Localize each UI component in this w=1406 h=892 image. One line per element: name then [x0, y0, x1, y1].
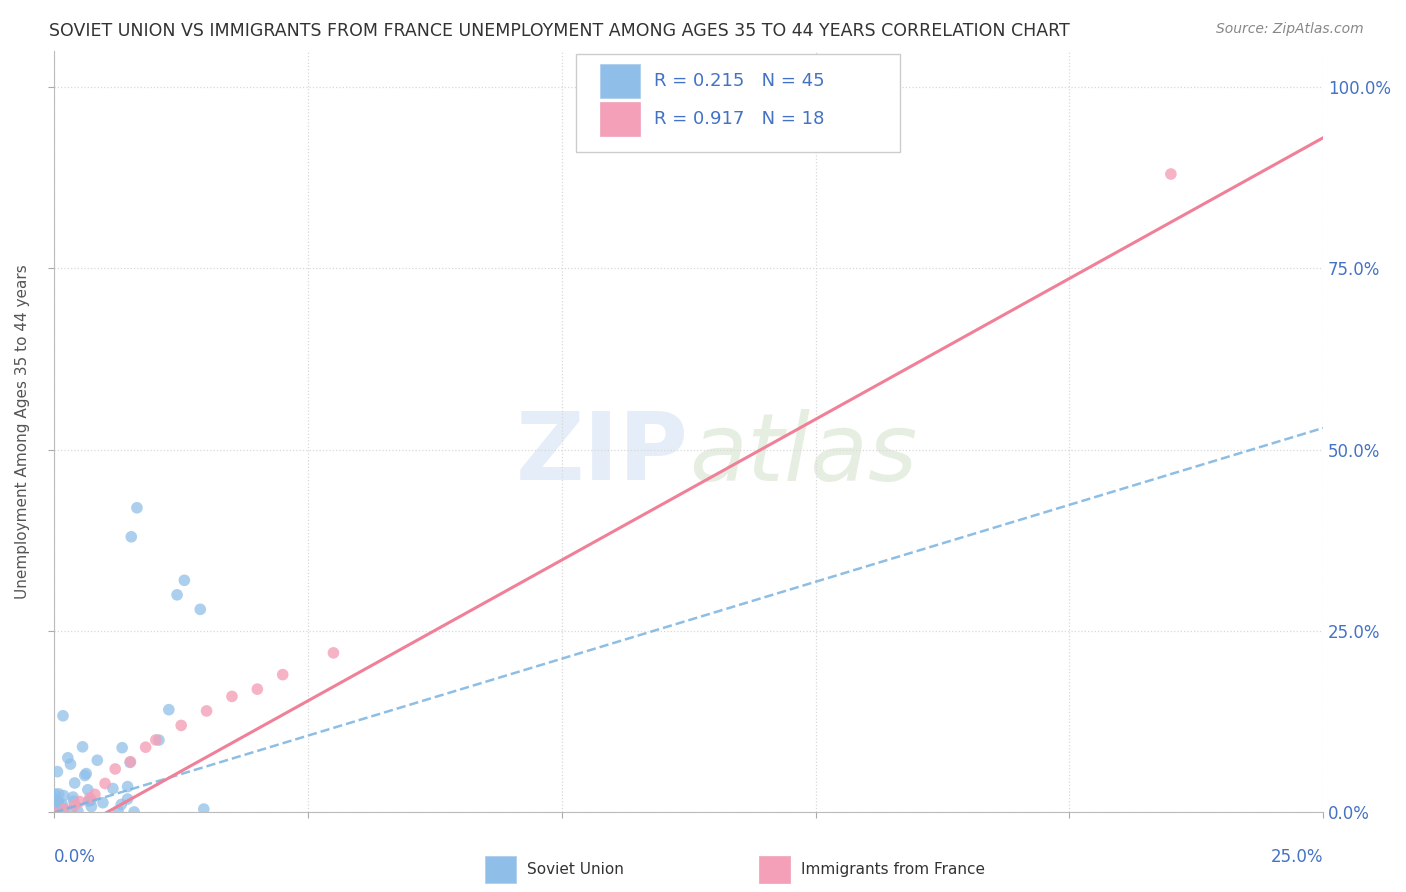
- Point: [63, 798, 86, 813]
- Text: 25.0%: 25.0%: [1271, 848, 1323, 866]
- Point: [86, 753, 108, 767]
- Point: [135, 740, 157, 755]
- Point: [122, 805, 145, 819]
- Point: [66, 805, 89, 819]
- Point: [1160, 167, 1182, 181]
- Point: [48, 796, 70, 810]
- Point: [195, 704, 218, 718]
- Point: [117, 792, 139, 806]
- Point: [52, 789, 75, 803]
- Point: [148, 733, 170, 747]
- Point: [111, 740, 134, 755]
- Point: [62, 794, 84, 808]
- Point: [44, 805, 66, 819]
- Point: [72, 739, 94, 754]
- Text: Immigrants from France: Immigrants from France: [801, 863, 986, 877]
- Point: [246, 682, 269, 697]
- Text: Source: ZipAtlas.com: Source: ZipAtlas.com: [1216, 22, 1364, 37]
- Point: [59, 757, 82, 772]
- Point: [79, 791, 101, 805]
- Text: SOVIET UNION VS IMMIGRANTS FROM FRANCE UNEMPLOYMENT AMONG AGES 35 TO 44 YEARS CO: SOVIET UNION VS IMMIGRANTS FROM FRANCE U…: [49, 22, 1070, 40]
- Point: [120, 755, 142, 769]
- Point: [75, 766, 97, 780]
- Text: 0.0%: 0.0%: [55, 848, 96, 866]
- Point: [117, 780, 139, 794]
- Point: [157, 703, 180, 717]
- Text: R = 0.917   N = 18: R = 0.917 N = 18: [654, 110, 824, 128]
- Y-axis label: Unemployment Among Ages 35 to 44 years: Unemployment Among Ages 35 to 44 years: [15, 264, 30, 599]
- Text: Soviet Union: Soviet Union: [527, 863, 624, 877]
- Point: [62, 790, 84, 805]
- Point: [46, 764, 69, 779]
- Point: [120, 530, 142, 544]
- Point: [104, 762, 127, 776]
- Point: [44, 792, 66, 806]
- Point: [60, 803, 83, 817]
- Point: [77, 794, 100, 808]
- Point: [44, 787, 66, 801]
- Point: [173, 574, 195, 588]
- Text: atlas: atlas: [689, 409, 917, 500]
- Point: [63, 776, 86, 790]
- Point: [120, 756, 142, 770]
- Text: ZIP: ZIP: [516, 409, 689, 500]
- Point: [69, 795, 91, 809]
- Point: [51, 797, 73, 811]
- Point: [73, 768, 96, 782]
- Point: [322, 646, 344, 660]
- Point: [107, 804, 129, 818]
- Point: [56, 751, 79, 765]
- Point: [170, 718, 193, 732]
- Point: [94, 776, 117, 790]
- Point: [76, 782, 98, 797]
- Point: [110, 797, 132, 812]
- Point: [80, 793, 103, 807]
- Point: [52, 708, 75, 723]
- Point: [46, 794, 69, 808]
- Point: [125, 500, 148, 515]
- Text: R = 0.215   N = 45: R = 0.215 N = 45: [654, 72, 824, 90]
- Point: [145, 733, 167, 747]
- Point: [91, 796, 114, 810]
- Point: [48, 787, 70, 801]
- Point: [193, 802, 215, 816]
- Point: [166, 588, 188, 602]
- Point: [44, 805, 66, 819]
- Point: [53, 802, 76, 816]
- Point: [221, 690, 243, 704]
- Point: [84, 788, 107, 802]
- Point: [271, 667, 294, 681]
- Point: [46, 799, 69, 814]
- Point: [80, 799, 103, 814]
- Point: [188, 602, 211, 616]
- Point: [52, 801, 75, 815]
- Point: [44, 805, 66, 820]
- Point: [101, 781, 124, 796]
